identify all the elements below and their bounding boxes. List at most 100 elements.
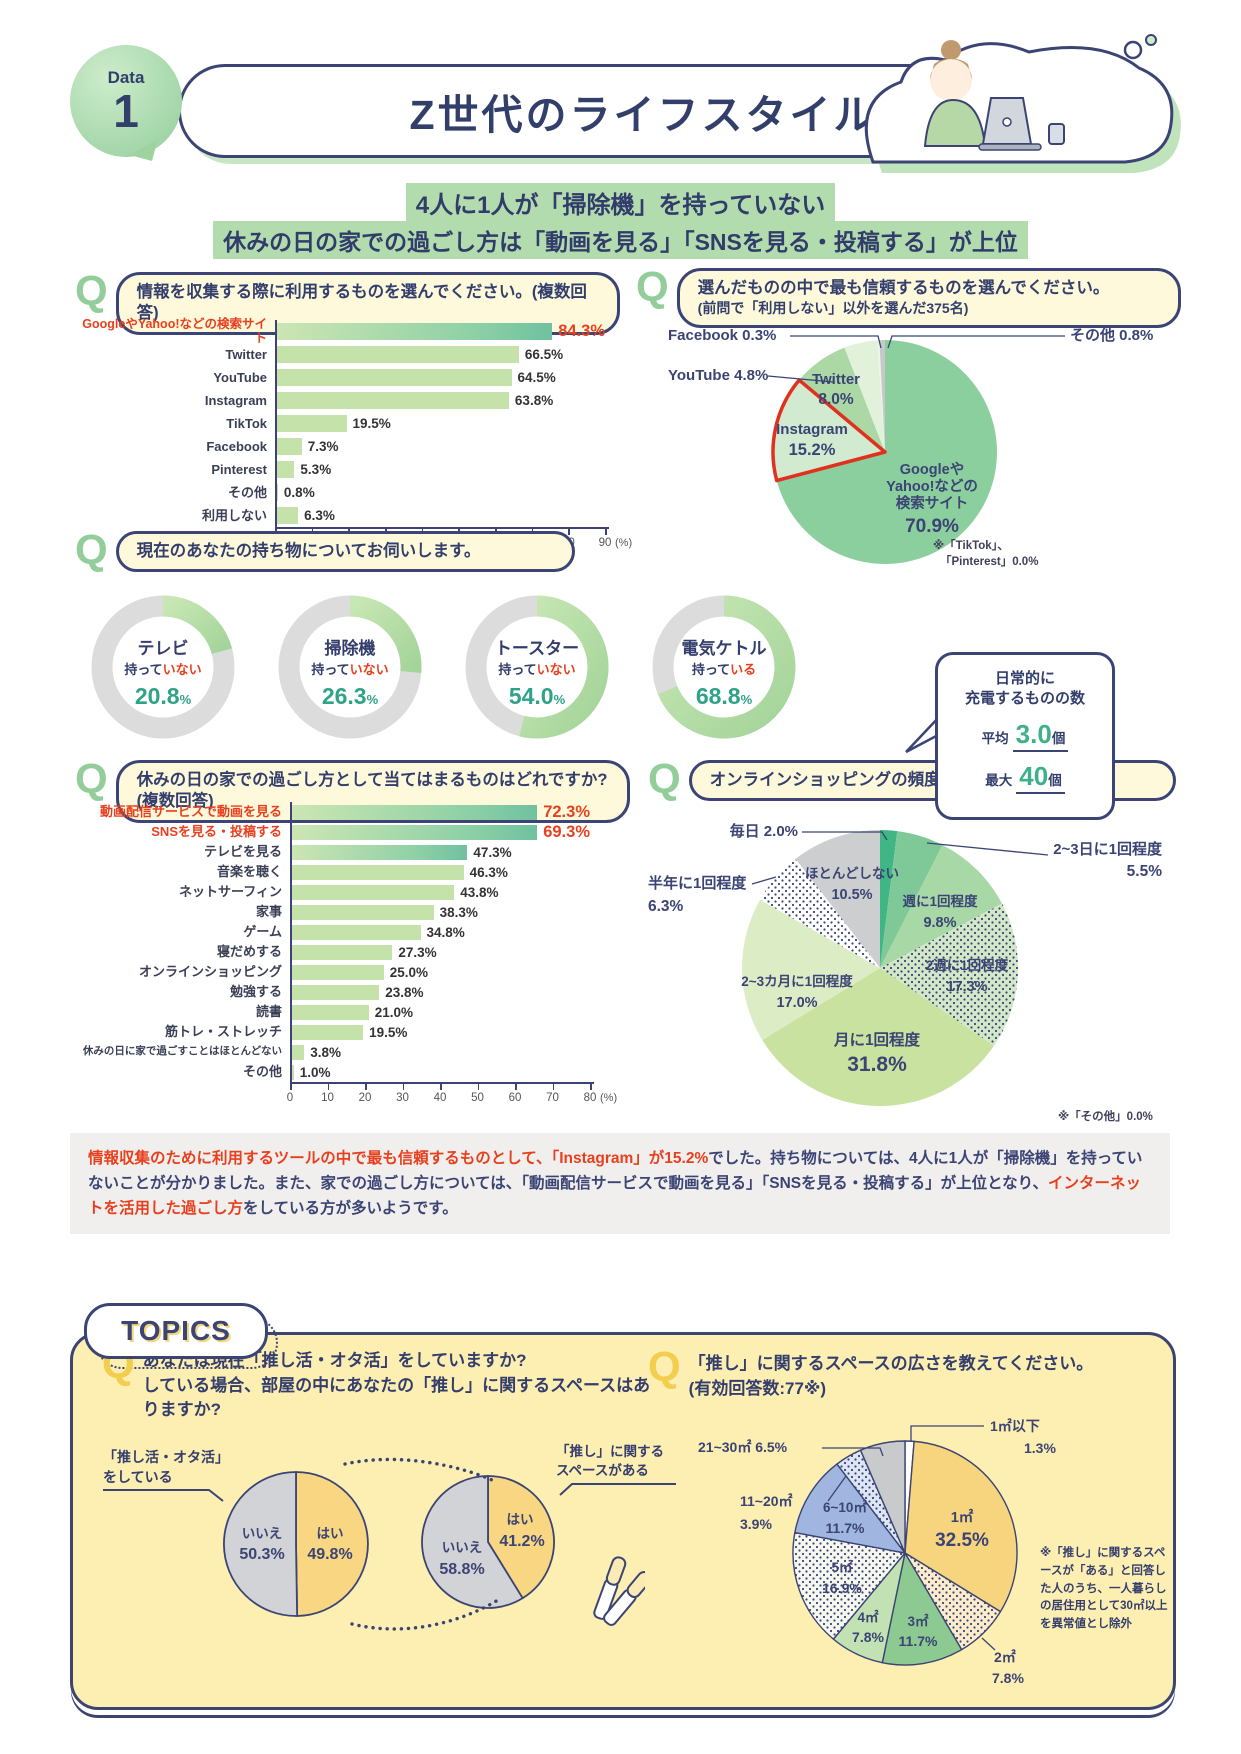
sweater: [923, 98, 987, 147]
pie-label: 2~3カ月に1回程度: [741, 973, 853, 989]
axis-tick: [552, 1084, 554, 1090]
pie-label: 6.3%: [648, 898, 684, 915]
bar-value: 25.0%: [389, 964, 429, 980]
axis-tick: [605, 529, 607, 535]
bar-row: 動画配信サービスで動画を見る 72.3%: [75, 802, 623, 822]
pie-label: 17.3%: [946, 979, 987, 995]
label-leader-line: [926, 842, 1049, 856]
bar-row: 読書 21.0%: [75, 1002, 623, 1022]
bar-value: 7.3%: [307, 439, 339, 454]
charge-title-2: 充電するものの数: [964, 690, 1085, 708]
bar-row: その他 0.8%: [75, 481, 620, 504]
pie-slice: [881, 1552, 963, 1666]
person-laptop-illustration: [864, 34, 1181, 173]
bar: [275, 392, 509, 409]
pie-chart-shopping-frequency: 毎日 2.0% 2~3日に1回程度 5.5% 週に1回程度 9.8% 2週に1回程度 17.…: [648, 822, 1163, 1123]
pie-chart-space-size: 1㎡以下 1.3% 1㎡ 32.5% 2㎡ 7.8% 3㎡ 11.7% 4㎡ 7.8% 5㎡ 16.9…: [698, 1418, 1056, 1686]
pie-label: 10.5%: [831, 887, 872, 903]
donut-item-name: 電気ケトル: [682, 638, 767, 658]
axis-tick-label: 80: [583, 1092, 597, 1104]
pie-chart-most-trusted: GoogleやYahoo!などの検索サイト 70.9% Instagram 15.2%…: [668, 326, 1153, 568]
bar-label: ネットサーフィン: [179, 884, 282, 900]
pie-label: 2~3日に1回程度: [1053, 840, 1163, 858]
axis-tick-label: 20: [358, 1092, 372, 1104]
status-suffix: いない: [350, 662, 389, 677]
question-belongings: Q 現在のあなたの持ち物についてお伺いします。: [75, 529, 575, 573]
axis-tick: [568, 529, 570, 535]
bar-track: 84.3%: [275, 322, 605, 341]
donut-status: 持っている: [692, 662, 756, 677]
page-title: Z世代のライフスタイル: [409, 92, 878, 138]
q-icon: Q: [636, 263, 669, 310]
bar-track: 43.8%: [290, 884, 590, 900]
status-prefix: 持って: [311, 662, 349, 677]
pie-label: YouTube 4.8%: [668, 367, 768, 384]
bar-chart-holiday: 動画配信サービスで動画を見る 72.3% SNSを見る・投稿する 69.3% テレビを見…: [75, 802, 623, 1122]
bar-label: Facebook: [206, 438, 267, 454]
pie-label: ※「その他」0.0%: [1058, 1109, 1153, 1123]
status-prefix: 持って: [498, 662, 536, 677]
bar-track: 69.3%: [290, 823, 590, 842]
bar-track: 47.3%: [290, 844, 590, 860]
q-icon: Q: [648, 755, 681, 802]
pie-label: はい: [317, 1526, 344, 1541]
bar: [290, 984, 380, 1000]
bar-label: TikTok: [226, 415, 267, 431]
bar-track: 63.8%: [275, 392, 605, 409]
bar-row: テレビを見る 47.3%: [75, 842, 623, 862]
bar: [290, 1044, 305, 1060]
donut-charts-belongings: テレビ 持っていない 20.8% 掃除機 持っていない 26.3% トースター 持っていない 5…: [78, 582, 818, 757]
donut-item-name: トースター: [495, 639, 579, 658]
pie-label: 32.5%: [935, 1530, 989, 1551]
pie-slice: [295, 1471, 369, 1617]
bar-label: Twitter: [225, 346, 267, 362]
bubble-dot: [1123, 40, 1143, 60]
bubble-dot-small: [1145, 34, 1157, 46]
space-size-note: ※「推し」に関するスペースが「ある」と回答した人のうち、一人暮らしの居住用として…: [1040, 1547, 1168, 1631]
pie-label: 49.8%: [307, 1546, 352, 1563]
bar-label: 読書: [255, 1004, 282, 1020]
bar-track: 23.8%: [290, 984, 590, 1000]
bar-label: 寝だめする: [216, 944, 282, 960]
bar-value: 21.0%: [374, 1004, 414, 1020]
pie-slice: [904, 1440, 1018, 1613]
pie-slice: [742, 899, 880, 1040]
bar-value: 27.3%: [398, 944, 437, 960]
donut-status: 持っていない: [124, 662, 201, 677]
bar-row: 勉強する 23.8%: [75, 982, 623, 1002]
axis-tick-label: 30: [396, 1092, 409, 1104]
pie-slice: [880, 903, 1019, 1046]
label-leader-line: [790, 335, 882, 349]
axis-tick-label: 90: [598, 537, 612, 549]
pie-slice: [223, 1471, 299, 1617]
pie-chart-oshi-doing: いいえ 50.3% はい 49.8%: [223, 1471, 369, 1617]
bar: [290, 864, 464, 880]
pie-label: 「Pinterest」0.0%: [940, 554, 1038, 568]
pie-label: Googleや: [900, 461, 964, 478]
pie-label: 5.5%: [1127, 863, 1163, 880]
pie-label: 16.9%: [822, 1580, 862, 1596]
bar: [290, 824, 538, 840]
label-leader-line: [767, 375, 834, 383]
pie-label: 4㎡: [857, 1609, 879, 1625]
donut-percentage: 68.8%: [696, 683, 753, 709]
status-prefix: 持って: [124, 662, 162, 677]
charge-avg-label: 平均: [981, 730, 1009, 746]
mug: [1048, 123, 1065, 145]
question-most-trusted: Q 選んだものの中で最も信頼するものを選んでください。 (前問で「利用しない」以…: [636, 263, 1181, 328]
axis-tick: [365, 1084, 367, 1090]
bar-label: YouTube: [213, 369, 267, 385]
pie-slice: [762, 968, 994, 1107]
hair-bun: [941, 40, 961, 60]
charge-max-value: 40: [1019, 760, 1049, 791]
donut-value-arc: [657, 595, 796, 739]
badge-number: 1: [113, 85, 139, 137]
bar: [275, 346, 519, 363]
bar-row: 家事 38.3%: [75, 902, 623, 922]
question-space-size: Q 「推し」に関するスペースの広さを教えてください。 (有効回答数:77※): [648, 1346, 1168, 1401]
y-axis-line: [290, 802, 292, 1082]
pieB-caption: 「推し」に関する スペースがある: [556, 1443, 678, 1503]
bar-label: その他: [242, 1064, 282, 1080]
